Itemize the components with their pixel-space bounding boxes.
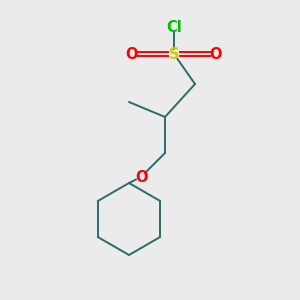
Text: S: S: [169, 46, 179, 62]
Text: O: O: [126, 46, 138, 62]
Text: O: O: [210, 46, 222, 62]
Text: O: O: [135, 169, 147, 184]
Text: Cl: Cl: [166, 20, 182, 34]
